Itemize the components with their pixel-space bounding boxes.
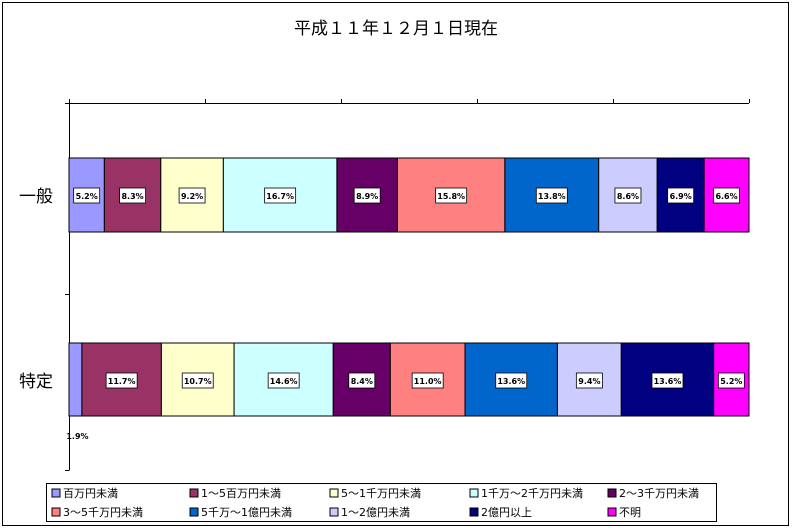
data-label: 6.9%	[670, 192, 692, 201]
legend-swatch	[469, 488, 479, 498]
data-label: 8.4%	[351, 377, 373, 386]
legend-swatch	[189, 488, 199, 498]
legend-label: 5千万～1億円未満	[201, 506, 292, 519]
data-label-box	[713, 187, 740, 204]
data-label: 6.6%	[715, 192, 737, 201]
data-label: 11.7%	[108, 377, 136, 386]
data-label-box	[119, 187, 146, 204]
data-label-box	[575, 372, 603, 389]
data-label: 8.3%	[121, 192, 143, 201]
data-label: 16.7%	[266, 192, 294, 201]
data-label: 5.2%	[76, 192, 98, 201]
legend-label: 1～2億円未満	[341, 506, 410, 519]
data-label: 8.9%	[356, 192, 378, 201]
data-label-box	[614, 187, 642, 204]
data-label-box	[667, 187, 695, 204]
data-label: 5.2%	[720, 377, 742, 386]
data-label-box	[411, 372, 444, 389]
data-label-box	[348, 372, 376, 389]
legend-label: 1～5百万円未満	[201, 487, 281, 500]
data-label-box	[435, 187, 468, 204]
data-label-box	[181, 372, 214, 389]
data-label: 8.6%	[617, 192, 639, 201]
bar-segment	[68, 342, 83, 417]
data-labels: 5.2% 8.3% 9.2% 16.7% 8.9% 15.8% 13.8% 8.6% 6.9% 6…	[66, 187, 745, 441]
data-label: 15.8%	[437, 192, 465, 201]
data-label: 11.0%	[414, 377, 442, 386]
legend-swatch	[607, 507, 617, 517]
data-label-box	[267, 372, 300, 389]
legend-swatch	[51, 507, 61, 517]
data-label: 10.7%	[184, 377, 212, 386]
data-label-box	[495, 372, 528, 389]
data-label-box	[651, 372, 684, 389]
legend-swatch	[469, 507, 479, 517]
legend-swatch	[329, 488, 339, 498]
data-label: 14.6%	[270, 377, 298, 386]
data-label: 13.8%	[538, 192, 566, 201]
legend-swatch	[51, 488, 61, 498]
legend-box	[46, 483, 717, 522]
category-label: 特定	[19, 372, 53, 392]
legend-label: 不明	[619, 506, 641, 519]
legend-label: 5～1千万円未満	[341, 487, 421, 500]
legend-label: 1千万～2千万円未満	[481, 487, 583, 500]
data-label-box	[717, 372, 745, 389]
data-label: 13.6%	[654, 377, 682, 386]
legend: 百万円未満 1～5百万円未満 5～1千万円未満 1千万～2千万円未満 2～3千万円未満 3…	[51, 487, 699, 519]
data-label-box	[105, 372, 138, 389]
legend-swatch	[329, 507, 339, 517]
data-label-box	[353, 187, 381, 204]
legend-swatch	[607, 488, 617, 498]
data-label: 9.2%	[181, 192, 203, 201]
legend-label: 2億円以上	[481, 506, 532, 519]
data-label-box	[264, 187, 297, 204]
data-label-box	[73, 187, 101, 204]
bar-segment	[620, 342, 715, 417]
legend-swatch	[189, 507, 199, 517]
legend-label: 百万円未満	[63, 487, 118, 500]
legend-label: 3～5千万円未満	[63, 506, 143, 519]
data-label: 13.6%	[497, 377, 525, 386]
data-label: 1.9%	[66, 432, 88, 441]
legend-label: 2～3千万円未満	[619, 487, 699, 500]
chart-title: 平成１１年１２月１日現在	[294, 19, 498, 39]
data-label-box	[178, 187, 206, 204]
data-label: 9.4%	[578, 377, 600, 386]
category-label: 一般	[19, 187, 53, 207]
data-label-box	[535, 187, 568, 204]
